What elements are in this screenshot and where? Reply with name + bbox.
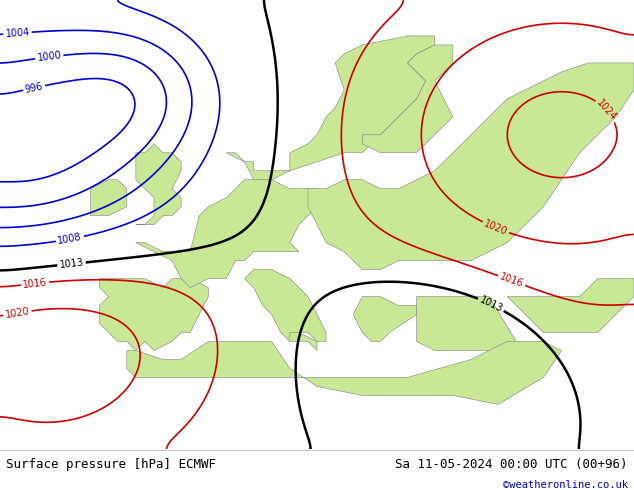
Polygon shape [290,333,317,350]
Text: Sa 11-05-2024 00:00 UTC (00+96): Sa 11-05-2024 00:00 UTC (00+96) [395,458,628,471]
Polygon shape [308,63,634,270]
Polygon shape [100,279,209,350]
Text: 1020: 1020 [482,219,509,237]
Text: 996: 996 [24,81,44,95]
Text: 1016: 1016 [498,272,525,290]
Polygon shape [353,296,417,342]
Text: Surface pressure [hPa] ECMWF: Surface pressure [hPa] ECMWF [6,458,216,471]
Polygon shape [127,342,562,404]
Polygon shape [226,36,435,180]
Polygon shape [136,180,317,288]
Polygon shape [362,45,453,153]
Text: 1013: 1013 [478,294,504,314]
Text: ©weatheronline.co.uk: ©weatheronline.co.uk [503,480,628,490]
Text: 1004: 1004 [5,27,30,39]
Text: 1024: 1024 [595,98,618,123]
Polygon shape [91,180,127,216]
Polygon shape [136,144,181,224]
Text: 1020: 1020 [4,307,30,320]
Text: 1013: 1013 [59,258,84,270]
Text: 1016: 1016 [22,277,48,290]
Text: 1008: 1008 [57,232,83,246]
Polygon shape [507,279,634,333]
Text: 1000: 1000 [37,50,62,63]
Polygon shape [417,296,516,350]
Polygon shape [245,270,326,342]
